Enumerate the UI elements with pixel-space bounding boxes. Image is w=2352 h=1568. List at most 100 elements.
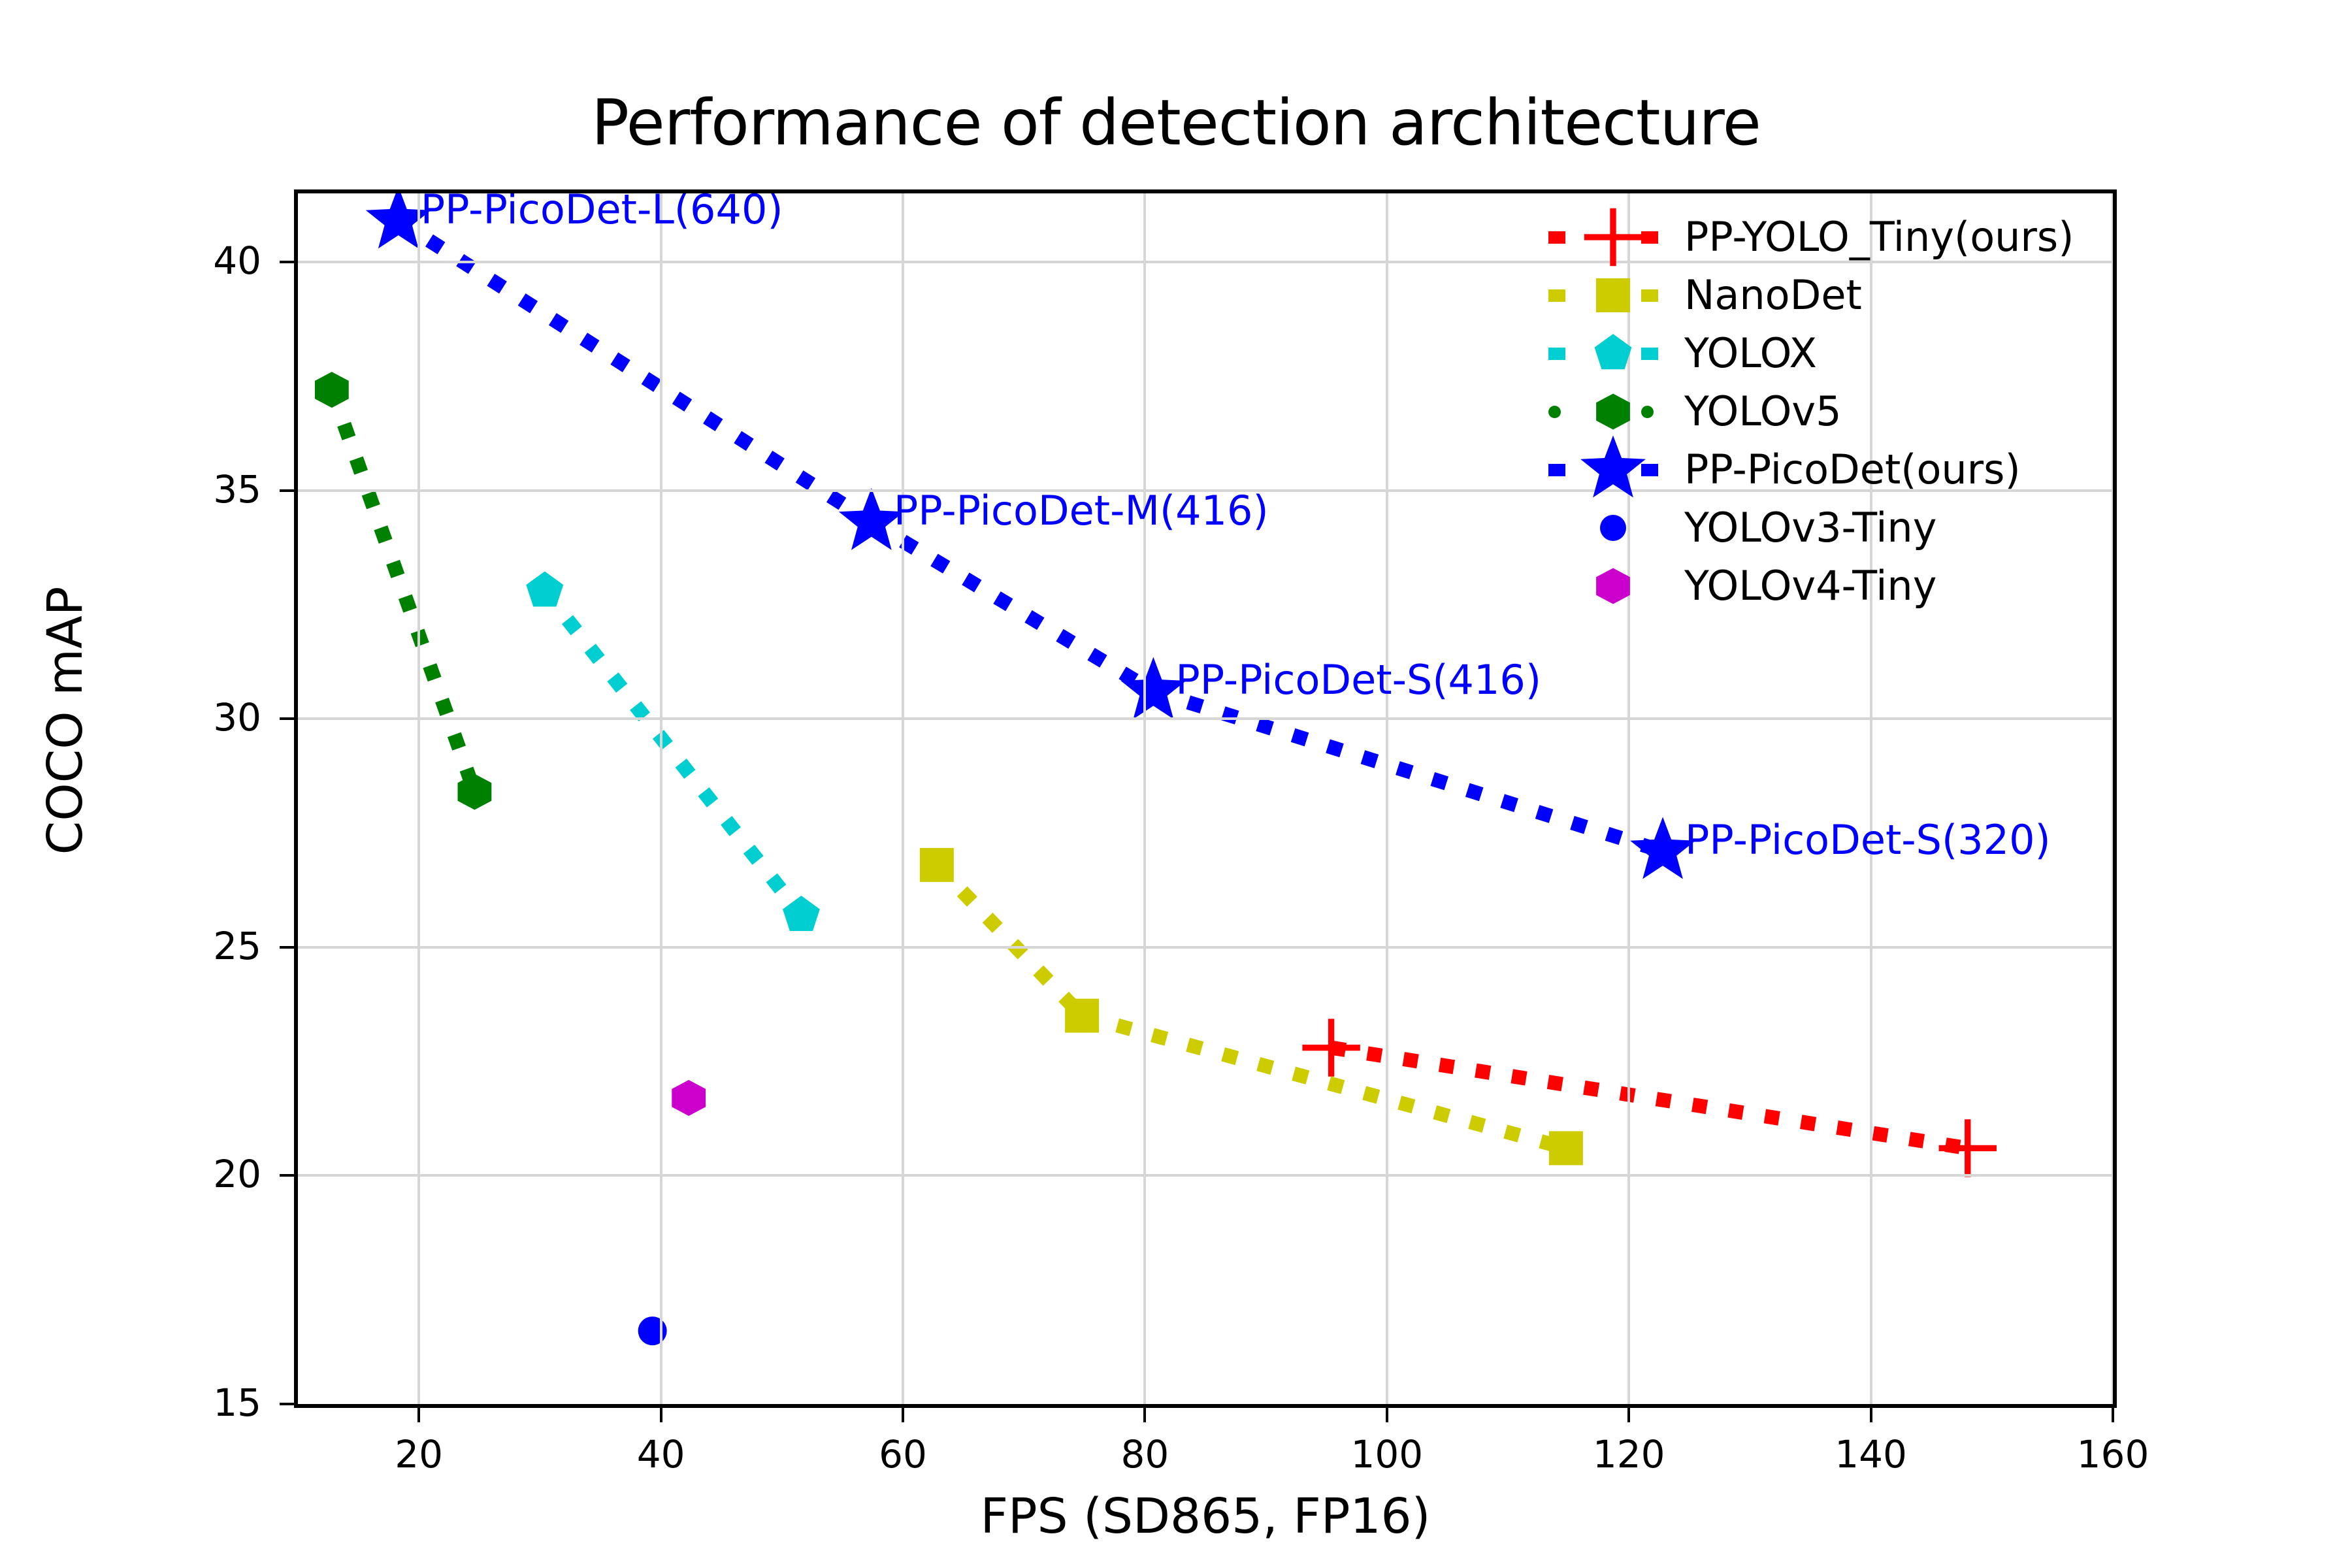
legend-marker-swatch	[1542, 557, 1684, 615]
legend-marker-swatch	[1542, 382, 1684, 440]
legend-line-dash	[1641, 347, 1658, 360]
legend-item-label: YOLOv5	[1684, 387, 1842, 435]
gridline-horizontal	[298, 717, 2113, 721]
legend-item-yolox[interactable]: YOLOX	[1542, 324, 2078, 382]
legend-line-dash	[1548, 405, 1561, 418]
gridline-vertical	[902, 193, 904, 1404]
legend-marker-icon	[1584, 208, 1642, 267]
data-point-marker	[1938, 1119, 1997, 1177]
legend-item-pp-yolo-tiny-ours-[interactable]: PP-YOLO_Tiny(ours)	[1542, 208, 2078, 266]
legend-line-dash	[1641, 231, 1658, 244]
series-line-segment	[1330, 1040, 1969, 1156]
y-tick-mark	[280, 1174, 294, 1177]
y-tick-mark	[280, 717, 294, 721]
gridline-horizontal	[298, 945, 2113, 949]
gridline-vertical	[2112, 193, 2113, 1404]
chart-title: Performance of detection architecture	[591, 86, 1761, 159]
legend-marker-swatch	[1542, 435, 1684, 499]
series-line-segment	[868, 516, 1158, 698]
x-tick-mark	[417, 1408, 421, 1422]
x-axis-label: FPS (SD865, FP16)	[980, 1488, 1431, 1544]
point-annotation-label: PP-PicoDet-S(416)	[1175, 656, 1542, 704]
x-tick-label: 60	[879, 1432, 927, 1477]
data-point-marker	[783, 895, 820, 931]
data-point-marker	[1302, 1019, 1360, 1077]
legend-item-pp-picodet-ours-[interactable]: PP-PicoDet(ours)	[1542, 435, 2078, 499]
data-point-marker	[526, 571, 564, 607]
x-tick-mark	[1627, 1408, 1631, 1422]
data-point-marker	[838, 487, 904, 550]
series-yolox	[526, 571, 820, 931]
series-line-segment	[931, 860, 1088, 1021]
legend-line-dash	[1548, 289, 1565, 302]
y-tick-label: 25	[213, 923, 261, 968]
point-annotation-label: PP-PicoDet-L(640)	[420, 193, 783, 233]
y-tick-mark	[280, 945, 294, 949]
legend-item-label: PP-YOLO_Tiny(ours)	[1684, 213, 2074, 261]
legend-marker-swatch	[1542, 208, 1684, 266]
gridline-vertical	[1869, 193, 1872, 1404]
legend-item-nanodet[interactable]: NanoDet	[1542, 266, 2078, 324]
point-annotation-label: PP-PicoDet-M(416)	[893, 487, 1269, 535]
series-yolov5	[314, 372, 492, 810]
x-tick-mark	[2112, 1408, 2114, 1422]
x-tick-mark	[1869, 1408, 1872, 1422]
gridline-vertical	[1143, 193, 1147, 1404]
x-tick-label: 140	[1835, 1432, 1907, 1477]
data-point-marker	[457, 774, 492, 810]
data-point-marker	[1548, 1131, 1583, 1166]
x-tick-label: 120	[1592, 1432, 1665, 1477]
series-pp-picodet-ours-	[365, 193, 1695, 879]
legend-item-label: PP-PicoDet(ours)	[1684, 446, 2021, 493]
legend-item-yolov4-tiny[interactable]: YOLOv4-Tiny	[1542, 557, 2078, 615]
legend-line-dash	[1641, 289, 1658, 302]
y-tick-mark	[280, 1403, 294, 1405]
data-point-marker	[1120, 657, 1186, 719]
series-nanodet	[919, 847, 1583, 1166]
legend-item-label: YOLOX	[1684, 329, 1817, 377]
x-tick-label: 80	[1120, 1432, 1169, 1477]
series-yolov3-tiny	[638, 1316, 667, 1346]
series-line-segment	[1151, 684, 1665, 858]
chart-legend: PP-YOLO_Tiny(ours) NanoDet YOLOX YOLOv5 PP-P…	[1542, 208, 2078, 615]
legend-item-label: YOLOv3-Tiny	[1684, 504, 1937, 551]
y-tick-label: 30	[213, 695, 261, 740]
series-pp-yolo-tiny-ours-	[1302, 1019, 1997, 1177]
series-yolov4-tiny	[672, 1080, 706, 1117]
data-point-marker	[1630, 817, 1695, 879]
gridline-horizontal	[298, 1174, 2113, 1177]
plot-inner: PP-PicoDet-L(640) PP-PicoDet-M(416) PP-Pic…	[298, 193, 2113, 1404]
legend-line-dash	[1641, 463, 1658, 476]
data-point-marker	[365, 193, 431, 249]
legend-marker-swatch	[1542, 266, 1684, 324]
x-tick-mark	[1385, 1408, 1388, 1422]
x-tick-label: 100	[1350, 1432, 1424, 1477]
x-tick-label: 40	[636, 1432, 685, 1477]
point-annotation-label: PP-PicoDet-S(320)	[1685, 815, 2051, 864]
legend-line-dash	[1548, 463, 1565, 476]
x-tick-mark	[1143, 1408, 1147, 1422]
data-point-marker	[672, 1080, 706, 1117]
legend-line-dash	[1641, 405, 1654, 418]
legend-marker-icon	[1580, 435, 1646, 499]
x-tick-label: 160	[2076, 1432, 2149, 1477]
y-tick-mark	[280, 260, 294, 263]
gridline-horizontal	[298, 260, 2113, 263]
legend-marker-swatch	[1542, 324, 1684, 382]
series-line-segment	[1080, 1009, 1568, 1156]
legend-item-label: NanoDet	[1684, 271, 1862, 319]
series-line-segment	[539, 586, 808, 920]
legend-item-label: YOLOv4-Tiny	[1684, 562, 1937, 610]
data-point-marker	[1065, 998, 1100, 1033]
legend-marker-icon	[1584, 557, 1642, 615]
legend-item-yolov5[interactable]: YOLOv5	[1542, 382, 2078, 440]
gridline-horizontal	[298, 489, 2113, 492]
legend-marker-icon	[1584, 498, 1642, 557]
legend-marker-icon	[1584, 266, 1642, 325]
legend-item-yolov3-tiny[interactable]: YOLOv3-Tiny	[1542, 498, 2078, 557]
x-tick-mark	[902, 1408, 904, 1422]
y-tick-label: 40	[213, 238, 261, 283]
x-tick-label: 20	[395, 1432, 444, 1477]
gridline-vertical	[1385, 193, 1388, 1404]
gridline-vertical	[417, 193, 421, 1404]
